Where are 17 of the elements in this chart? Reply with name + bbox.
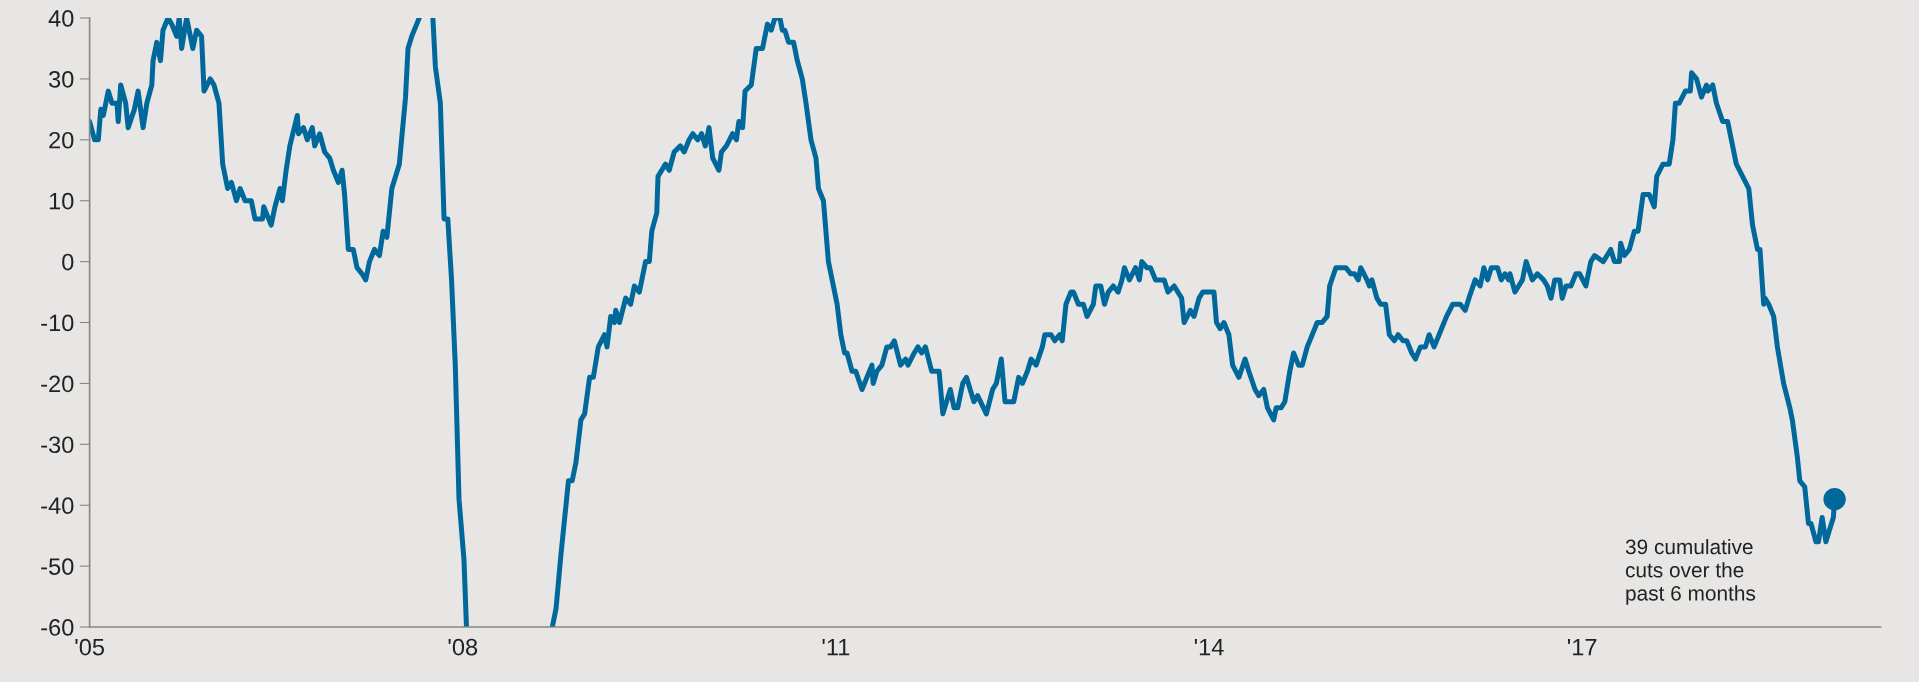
y-tick-label: 40 xyxy=(48,10,74,27)
y-tick-label: 0 xyxy=(62,253,74,271)
x-tick-label: '08 xyxy=(448,638,478,656)
y-tick-label: 20 xyxy=(49,131,74,149)
y-tick-label: -20 xyxy=(41,375,74,393)
y-tick-label: 10 xyxy=(49,192,74,210)
y-tick-label: -30 xyxy=(41,436,74,454)
annotation: 39 cumulative cuts over the past 6 months xyxy=(1625,538,1756,605)
y-tick-label: -10 xyxy=(41,314,74,332)
x-tick-label: '17 xyxy=(1567,639,1597,656)
x-tick-label: '05 xyxy=(75,638,105,656)
y-tick-label: 30 xyxy=(48,70,74,88)
x-tick-label: '14 xyxy=(1194,639,1224,656)
x-tick-label: '11 xyxy=(822,639,850,656)
y-tick-label: -60 xyxy=(41,619,74,636)
y-tick-label: -50 xyxy=(41,558,74,575)
y-tick-label: -40 xyxy=(41,497,74,515)
